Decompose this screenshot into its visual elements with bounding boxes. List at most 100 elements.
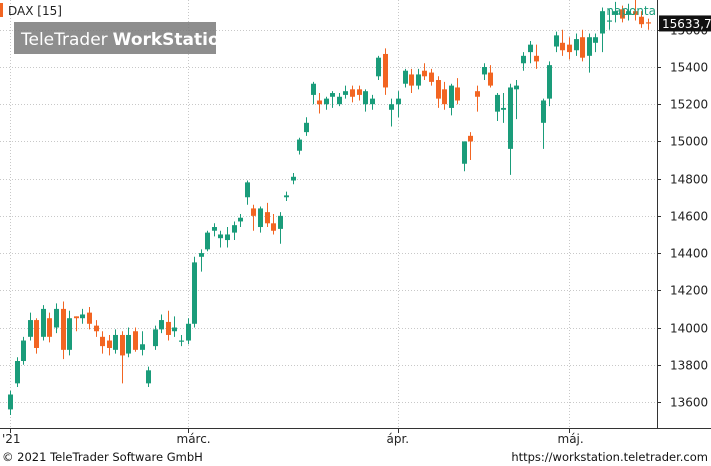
candle [422,63,427,81]
candle-body [528,44,533,53]
candle [482,63,487,81]
candle-body [560,42,565,51]
candle-body [495,94,500,112]
candle-body [633,11,638,15]
candle [389,98,394,127]
candle [199,249,204,272]
candle [324,96,329,110]
y-tick-label: 14200 [670,284,708,298]
candle [528,40,533,64]
candle-body [508,87,513,149]
candle [192,256,197,328]
candle-body [87,312,92,324]
candle [488,65,493,88]
candle-body [291,176,296,181]
candle [587,33,592,73]
y-tick-label: 14800 [670,173,708,187]
candle-body [41,308,46,337]
candle-body [67,318,72,350]
candle-body [21,340,26,362]
candle-body [186,323,191,341]
candle [28,312,33,341]
y-tick-label: 14400 [670,247,708,261]
y-tick-label: 15400 [670,61,708,75]
candle-body [258,208,263,228]
candle [94,320,99,337]
candle [567,37,572,60]
candle-body [620,9,625,19]
candle [475,85,480,112]
candle [436,76,441,108]
candle-body [554,35,559,47]
candle-body [436,80,441,99]
candle [600,7,605,53]
candle-body [330,93,335,97]
candle [47,312,52,343]
candle-body [140,344,145,350]
candle [593,33,598,53]
candle [54,303,59,334]
candle-body [357,89,362,95]
x-tick-label: '21 [2,432,21,446]
y-tick-label: 13600 [670,396,708,410]
candle [304,117,309,136]
candle-body [238,217,243,222]
candle [495,93,500,121]
candle-body [455,87,460,101]
candle [442,81,447,110]
candle-body [613,11,618,15]
candle [560,29,565,56]
candle [8,390,13,415]
candle [245,180,250,205]
y-tick-label: 14000 [670,322,708,336]
candle [120,331,125,384]
last-price-label: 15633,73 [662,17,711,31]
candle [41,305,46,341]
candle-body [462,141,467,164]
candle-body [107,340,112,348]
candle [409,68,414,94]
candle-body [8,394,13,410]
candle [337,93,342,107]
candle-body [343,91,348,95]
candle [455,78,460,105]
candle-body [205,232,210,250]
candle [21,336,26,365]
period-label[interactable]: naponta [606,4,656,18]
candle [311,81,316,105]
candle-body [232,225,237,233]
candle-body [199,253,204,257]
candle-body [574,39,579,51]
candle-body [429,72,434,82]
x-tick-label: máj. [558,432,584,446]
candle [212,223,217,237]
candle-body [383,53,388,88]
candle-body [271,223,276,231]
x-tick-label: ápr. [387,432,410,446]
candle-body [337,96,342,105]
instrument-label[interactable]: DAX [15] [8,4,62,18]
candle-body [159,320,164,330]
candle [501,93,506,123]
candle [363,89,368,112]
candle [34,318,39,354]
candle [278,212,283,244]
candle-body [416,74,421,86]
y-tick-label: 13800 [670,359,708,373]
candle-body [449,85,454,108]
candle-body [126,334,131,354]
candle-body [593,37,598,43]
candle-body [304,122,309,133]
candle [449,83,454,116]
candle [80,308,85,324]
candle [186,318,191,345]
candle-body [324,98,329,105]
source-url[interactable]: https://workstation.teletrader.com [511,450,708,464]
candle-body [80,314,85,319]
candle [639,11,644,28]
candle-body [534,55,539,62]
candle-body [363,91,368,105]
candle [514,80,519,120]
candle-body [113,334,118,350]
